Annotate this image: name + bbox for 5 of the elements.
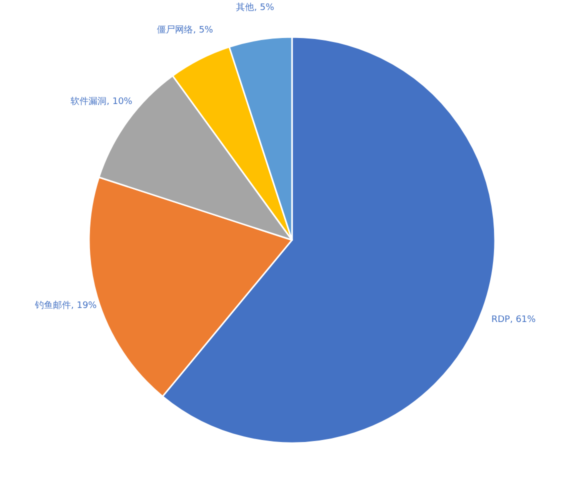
slice-label: 软件漏洞, 10% xyxy=(70,96,133,108)
slice-label: 钓鱼邮件, 19% xyxy=(34,300,98,312)
slice-label: RDP, 61% xyxy=(491,315,536,326)
slice-label: 僵尸网络, 5% xyxy=(157,24,214,36)
slice-label: 其他, 5% xyxy=(236,2,275,13)
